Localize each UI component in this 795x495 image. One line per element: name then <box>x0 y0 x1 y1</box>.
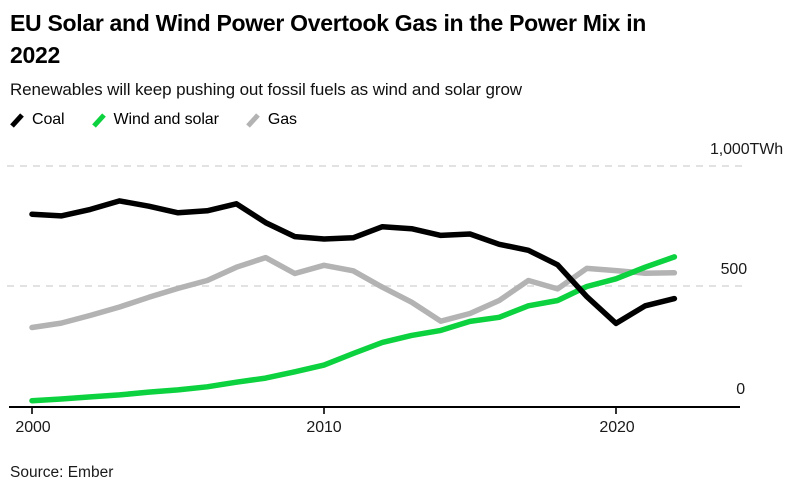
legend-label-coal: Coal <box>32 111 65 128</box>
x-axis-label-2000: 2000 <box>15 419 51 436</box>
gas-line-marker-icon <box>245 112 260 128</box>
source-note: Source: Ember <box>10 464 114 481</box>
legend-item-wind-solar: Wind and solar <box>91 111 219 129</box>
chart-title-line1: EU Solar and Wind Power Overtook Gas in … <box>10 10 647 36</box>
wind-solar-marker-stroke <box>91 112 106 128</box>
y-axis-label-500: 500 <box>720 261 748 278</box>
coal-line-marker-icon <box>10 112 24 128</box>
coal-marker-stroke <box>10 112 24 128</box>
chart-title-line2: 2022 <box>10 41 60 68</box>
legend: Coal Wind and solar Gas <box>10 111 297 129</box>
x-axis-label-2020: 2020 <box>599 419 635 436</box>
gas-line <box>29 254 678 331</box>
legend-label-gas: Gas <box>267 111 297 128</box>
coal-line <box>29 198 678 327</box>
legend-item-gas: Gas <box>245 111 297 129</box>
x-axis-label-2010: 2010 <box>306 419 342 436</box>
gas-marker-stroke <box>245 112 260 128</box>
wind-solar-line <box>29 254 678 404</box>
chart-title: EU Solar and Wind Power Overtook Gas in … <box>10 8 646 71</box>
legend-label-wind-solar: Wind and solar <box>113 111 219 128</box>
y-axis-label-1000: 1,000TWh <box>709 141 783 158</box>
chart-subtitle: Renewables will keep pushing out fossil … <box>10 80 522 99</box>
y-axis-label-0: 0 <box>736 381 745 398</box>
wind-solar-line-marker-icon <box>91 112 106 128</box>
legend-item-coal: Coal <box>10 111 65 129</box>
